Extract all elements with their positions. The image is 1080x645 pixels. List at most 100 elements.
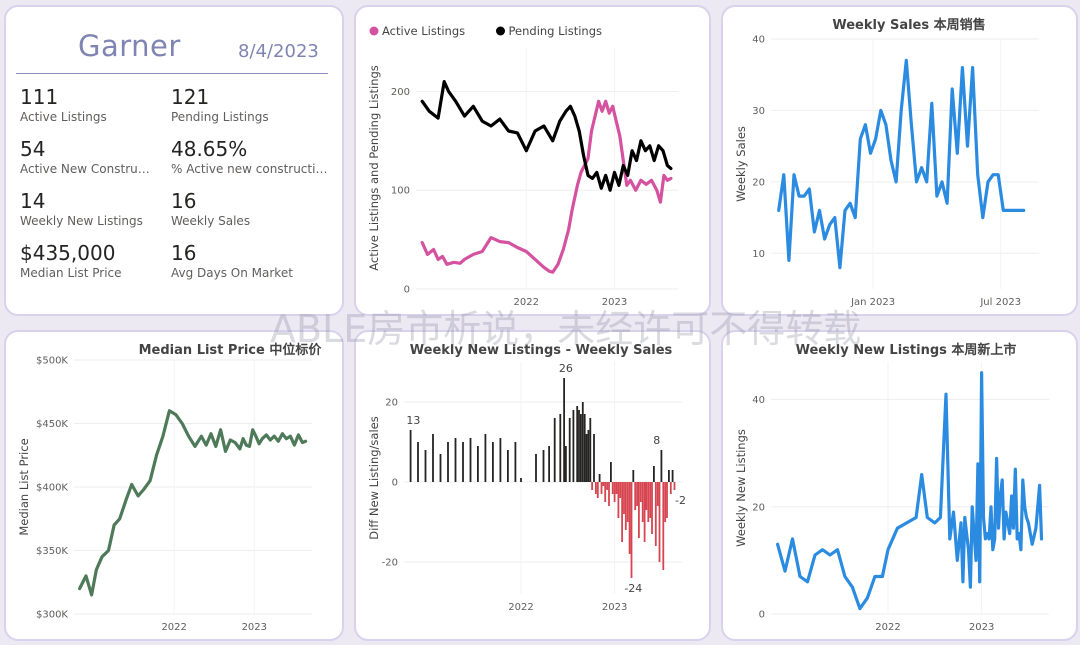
bar — [432, 434, 434, 482]
y-tick-label: $350K — [36, 546, 68, 557]
bar — [598, 474, 601, 482]
x-tick-label: 2022 — [875, 622, 900, 633]
bar — [583, 414, 586, 482]
y-tick-label: 20 — [385, 398, 398, 409]
bar — [559, 414, 562, 482]
bar — [484, 434, 487, 482]
bar — [666, 482, 668, 518]
data-label: 13 — [406, 414, 420, 427]
bar — [596, 482, 599, 498]
kpi-item: $435,000 Median List Price — [20, 241, 154, 281]
bar — [662, 482, 665, 570]
active-pending-card: Active Listings Pending Listings 0 100 200 20… — [354, 5, 711, 316]
kpi-label: Median List Price — [20, 266, 122, 280]
bar — [477, 446, 479, 482]
bar — [499, 438, 502, 482]
bar — [580, 414, 582, 482]
kpi-item: 14 Weekly New Listings — [20, 189, 154, 229]
bar — [626, 482, 629, 522]
bar — [591, 482, 593, 490]
kpi-value: 54 — [20, 137, 46, 161]
bar — [636, 482, 638, 506]
data-label: 8 — [653, 434, 660, 447]
x-tick-label: 2023 — [602, 297, 627, 308]
bar — [654, 482, 657, 546]
kpi-value: 111 — [20, 85, 59, 109]
bar — [617, 482, 620, 518]
y-tick-label: 30 — [752, 106, 765, 117]
y-tick-label: 20 — [752, 177, 765, 188]
bar — [520, 478, 522, 482]
bar — [602, 482, 605, 486]
weekly-new-card: Weekly New Listings 本周新上市 0 20 40 2022 2023 We… — [721, 330, 1078, 641]
series-line — [775, 371, 1044, 611]
bar — [658, 482, 661, 562]
y-tick-label: $450K — [36, 419, 68, 430]
kpi-value: 121 — [171, 85, 210, 109]
chart-title: Weekly New Listings - Weekly Sales — [410, 343, 673, 358]
kpi-item: 121 Pending Listings — [171, 85, 331, 125]
legend-marker — [369, 26, 379, 36]
bar — [535, 454, 537, 482]
y-tick-label: 0 — [404, 285, 410, 296]
x-tick-label: 2023 — [242, 622, 267, 633]
kpi-value: 16 — [171, 189, 197, 213]
bar — [409, 430, 412, 482]
bar — [656, 482, 659, 506]
bar — [600, 482, 603, 494]
y-tick-label: -20 — [382, 558, 398, 569]
bar — [608, 482, 610, 506]
weekly-sales-chart: Weekly Sales 本周销售 10 20 30 40 Jan 2023 Jul 202… — [734, 17, 1039, 308]
kpi-item: 48.65%% Active new constructions — [171, 137, 331, 177]
y-tick-label: 0 — [392, 478, 398, 489]
bar — [462, 442, 464, 482]
bar — [439, 454, 442, 482]
bar — [668, 470, 670, 482]
data-label: -2 — [675, 494, 686, 507]
bar — [469, 438, 472, 482]
y-tick-label: 100 — [391, 186, 410, 197]
y-axis-label: Diff New Listing/sales — [367, 416, 381, 539]
x-tick-label: 2022 — [514, 297, 539, 308]
x-tick-label: 2022 — [508, 602, 533, 613]
bar — [653, 466, 655, 482]
y-tick-label: 20 — [752, 502, 765, 513]
y-tick-label: 200 — [391, 87, 410, 98]
y-tick-label: 40 — [752, 395, 765, 406]
data-label: 26 — [559, 362, 573, 375]
bar — [454, 438, 457, 482]
legend-marker — [496, 26, 505, 36]
kpi-value: 14 — [20, 189, 46, 213]
bar — [492, 442, 494, 482]
series-line — [420, 79, 673, 192]
bar — [643, 482, 646, 542]
kpi-label: Active Listings — [20, 110, 107, 124]
kpi-label: Active New Constructio... — [20, 162, 154, 176]
y-tick-label: $300K — [36, 610, 68, 621]
kpi-label: Weekly Sales — [171, 214, 251, 228]
y-axis-label: Weekly New Listings — [734, 429, 748, 547]
median-price-chart: Median List Price 中位标价 $300K $350K $400K $45… — [17, 342, 322, 633]
bar — [542, 450, 545, 482]
x-tick-label: 2022 — [161, 622, 186, 633]
bar — [664, 482, 667, 522]
active-pending-chart: Active Listings Pending Listings 0 100 200 20… — [367, 24, 678, 308]
weekly-new-listings-chart: Weekly New Listings 本周新上市 0 20 40 2022 2023 We… — [734, 342, 1049, 633]
y-tick-label: 10 — [752, 249, 765, 260]
bar — [673, 482, 676, 490]
y-tick-label: $500K — [36, 356, 68, 367]
bar — [606, 482, 608, 490]
kpi-value: $435,000 — [20, 241, 116, 265]
diff-bars-chart: Weekly New Listings - Weekly Sales -20 0 20… — [367, 343, 686, 613]
y-tick-label: 40 — [752, 35, 765, 46]
kpi-label: Weekly New Listings — [20, 214, 143, 228]
bar — [613, 482, 616, 502]
bar — [630, 482, 633, 578]
kpi-item: 16 Weekly Sales — [171, 189, 331, 229]
kpi-card: Garner 8/4/2023 111 Active Listings 121 Pen… — [4, 5, 344, 316]
bar — [647, 482, 650, 522]
bar — [638, 482, 640, 538]
bar — [641, 482, 644, 522]
bar — [671, 470, 674, 482]
